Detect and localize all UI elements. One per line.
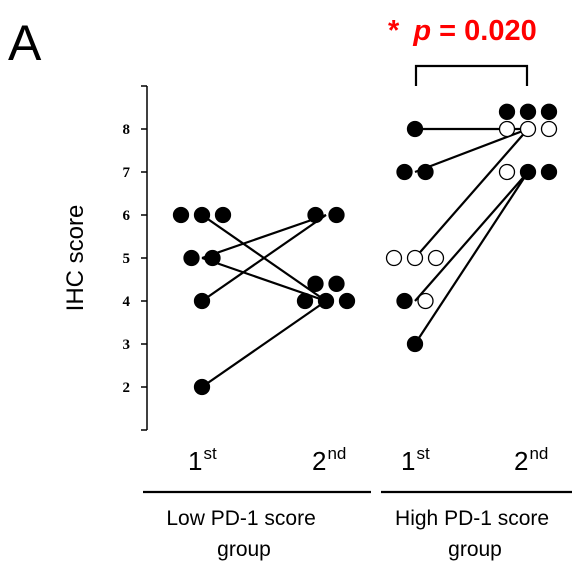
- y-tick-label: 8: [123, 122, 131, 138]
- data-point: [328, 206, 345, 224]
- x-tick-sup: st: [416, 444, 430, 463]
- y-ticks: 2 3 4 5 6 7 8: [123, 85, 147, 431]
- pair-line: [414, 171, 529, 345]
- significance-bracket: [414, 64, 529, 86]
- data-point: [317, 292, 335, 310]
- data-point: [519, 163, 537, 181]
- data-point: [498, 120, 516, 138]
- data-point: [417, 163, 434, 181]
- pair-line: [414, 171, 529, 302]
- x-tick-base: 1: [188, 446, 202, 476]
- x-labels: 1st 2nd 1st 2nd: [188, 444, 548, 476]
- x-tick-base: 2: [312, 446, 326, 476]
- x-tick-label: 1st: [401, 444, 430, 476]
- data-point: [396, 163, 413, 181]
- data-point: [172, 206, 190, 224]
- data-point: [338, 292, 356, 310]
- x-tick-label: 2nd: [312, 444, 346, 476]
- data-point: [406, 335, 424, 353]
- x-tick-base: 1: [401, 446, 415, 476]
- x-tick-sup: st: [203, 444, 217, 463]
- data-point: [406, 120, 424, 138]
- data-point: [519, 103, 537, 120]
- y-tick-label: 5: [123, 251, 131, 267]
- data-point: [427, 249, 445, 267]
- data-point: [540, 120, 558, 138]
- group-label-low-line2: group: [217, 538, 271, 561]
- y-tick-label: 2: [123, 380, 131, 396]
- data-point: [498, 163, 516, 181]
- data-point: [385, 249, 403, 267]
- pair-line: [201, 213, 327, 260]
- group-label-high-line2: group: [448, 538, 502, 561]
- significance-annotation: * p = 0.020: [388, 15, 537, 47]
- y-tick-label: 6: [123, 208, 131, 224]
- y-tick-label: 4: [123, 294, 131, 310]
- y-axis-label: IHC score: [62, 205, 89, 312]
- data-point: [204, 249, 221, 267]
- data-point: [396, 292, 413, 310]
- group-label-low: Low PD-1 score group: [166, 507, 321, 561]
- x-tick-label: 2nd: [514, 444, 548, 476]
- p-symbol: p: [412, 15, 431, 47]
- y-tick-label: 7: [123, 165, 131, 181]
- pair-line: [201, 300, 327, 388]
- data-point: [307, 206, 324, 224]
- data-point: [193, 378, 211, 396]
- data-point: [193, 292, 211, 310]
- pair-line: [414, 128, 529, 259]
- data-point: [328, 275, 345, 292]
- x-tick-label: 1st: [188, 444, 217, 476]
- x-tick-sup: nd: [327, 444, 346, 463]
- x-tick-base: 2: [514, 446, 528, 476]
- pair-lines: [201, 127, 529, 388]
- data-points: [172, 103, 558, 396]
- data-point: [417, 292, 434, 310]
- data-point: [296, 292, 314, 310]
- pair-line: [201, 214, 327, 302]
- data-point: [540, 163, 558, 181]
- data-point: [406, 249, 424, 267]
- data-point: [307, 275, 324, 292]
- group-label-high: High PD-1 score group: [395, 507, 555, 561]
- group-label-low-line1: Low PD-1 score: [166, 507, 315, 530]
- data-point: [540, 103, 558, 120]
- data-point: [498, 103, 516, 120]
- data-point: [183, 249, 200, 267]
- group-label-high-line1: High PD-1 score: [395, 507, 549, 530]
- significance-star: *: [388, 15, 400, 47]
- p-value: = 0.020: [439, 15, 537, 47]
- panel-label: A: [8, 15, 42, 71]
- data-point: [214, 206, 232, 224]
- data-point: [193, 206, 211, 224]
- y-tick-label: 3: [123, 337, 131, 353]
- data-point: [519, 120, 537, 138]
- x-tick-sup: nd: [529, 444, 548, 463]
